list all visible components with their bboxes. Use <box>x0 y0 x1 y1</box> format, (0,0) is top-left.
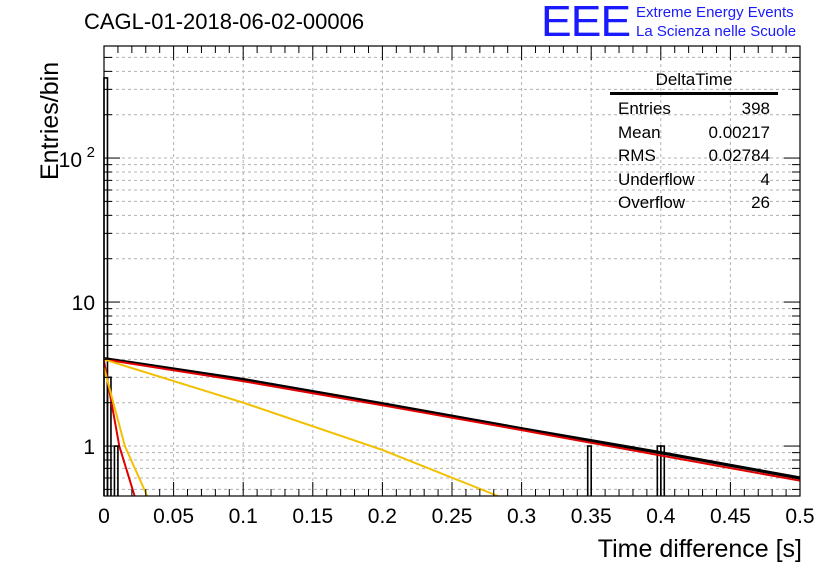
stats-row-underflow: Underflow 4 <box>610 168 778 192</box>
run-title: CAGL-01-2018-06-02-00006 <box>84 9 365 34</box>
stats-row-overflow: Overflow 26 <box>610 191 778 215</box>
logo-line-1: Extreme Energy Events <box>636 4 794 21</box>
y-tick-label: 1 <box>83 436 95 459</box>
y-tick-label: 10 <box>72 292 95 315</box>
y-axis-label-box: Entries/bin <box>5 40 64 200</box>
stats-value: 4 <box>760 169 770 189</box>
stats-value: 0.00217 <box>708 122 770 142</box>
fit-line-red <box>103 358 801 482</box>
stats-label: Mean <box>618 122 661 142</box>
stats-row-entries: Entries 398 <box>610 97 778 121</box>
x-tick-label: 0.4 <box>646 505 676 528</box>
x-tick-label: 0.1 <box>229 505 258 528</box>
y-tick-label-exponent: 2 <box>87 144 95 161</box>
x-tick-label: 0 <box>98 505 110 528</box>
stats-row-rms: RMS 0.02784 <box>610 144 778 168</box>
stats-label: RMS <box>618 146 656 165</box>
x-tick-label: 0.25 <box>432 505 473 528</box>
stats-label: Overflow <box>618 193 686 212</box>
fit-line-yellow <box>103 367 149 497</box>
stats-value: 26 <box>751 193 770 212</box>
histogram-bin <box>586 445 592 496</box>
x-tick-label: 0.35 <box>571 505 612 528</box>
stats-row-mean: Mean 0.00217 <box>610 121 778 145</box>
stats-value: 398 <box>741 99 770 118</box>
x-tick-label: 0.2 <box>368 505 397 528</box>
x-tick-label: 0.45 <box>710 505 751 528</box>
x-axis-label: Time difference [s] <box>597 535 802 563</box>
logo-line-2: La Scienza nelle Scuole <box>636 23 797 40</box>
x-tick-label: 0.15 <box>292 505 333 528</box>
y-axis-label: Entries/bin <box>36 61 64 180</box>
stats-label: Entries <box>618 99 671 118</box>
stats-value: 0.02784 <box>708 146 770 165</box>
eee-logo: EEE Extreme Energy Events La Scienza nel… <box>540 0 796 46</box>
fit-line-yellow <box>103 358 499 497</box>
histogram-bin <box>660 445 666 496</box>
x-tick-label: 0.05 <box>153 505 194 528</box>
stats-label: Underflow <box>618 169 695 189</box>
eee-logo-mark: EEE <box>540 0 631 46</box>
y-tick-label: 10 <box>59 149 82 172</box>
x-tick-label: 0.3 <box>507 505 536 528</box>
stats-box: DeltaTime Entries 398 Mean 0.00217 RMS 0… <box>610 70 778 215</box>
eee-logo-text: Extreme Energy Events La Scienza nelle S… <box>636 3 796 41</box>
x-tick-label: 0.5 <box>785 505 814 528</box>
stats-title: DeltaTime <box>610 70 778 95</box>
fit-line-black <box>103 357 801 480</box>
